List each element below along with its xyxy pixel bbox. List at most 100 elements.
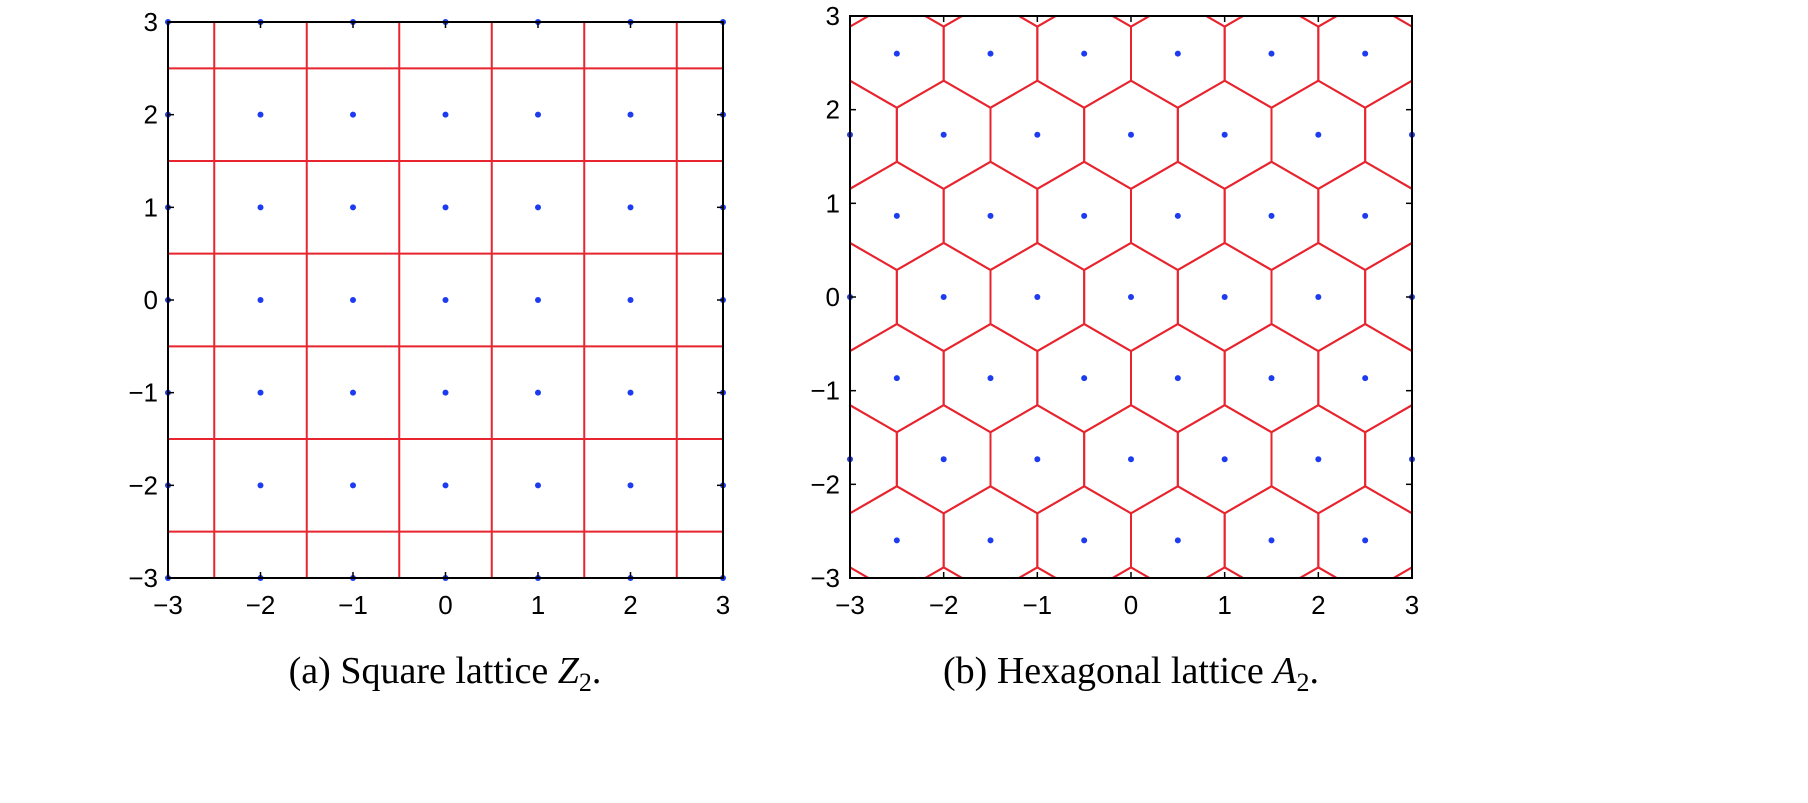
hexagonal-lattice-point bbox=[940, 456, 947, 463]
hexagonal-caption: (b) Hexagonal lattice A2. bbox=[943, 650, 1319, 697]
hexagonal-cell bbox=[1317, 16, 1412, 109]
square-voronoi-cells bbox=[168, 22, 723, 578]
hexagonal-cell bbox=[1364, 79, 1412, 190]
square-lattice-point bbox=[627, 204, 634, 211]
square-lattice-point bbox=[535, 297, 541, 303]
hexagonal-lattice-point bbox=[1081, 537, 1088, 544]
hexagonal-lattice-point bbox=[940, 131, 947, 138]
hexagonal-lattice-point bbox=[987, 537, 994, 544]
hexagonal-lattice-points bbox=[847, 50, 1415, 544]
hexagonal-ytick-label: −1 bbox=[810, 376, 840, 406]
square-lattice-point bbox=[350, 482, 356, 489]
hexagonal-cell bbox=[1391, 566, 1412, 578]
hexagonal-lattice-point bbox=[1268, 50, 1275, 57]
square-xtick-label: 1 bbox=[531, 590, 545, 620]
square-ytick-label: −1 bbox=[128, 378, 158, 408]
hexagonal-xtick-label: −1 bbox=[1023, 590, 1053, 620]
hexagonal-cell bbox=[1016, 16, 1058, 28]
square-xtick-label: 2 bbox=[623, 590, 637, 620]
hexagonal-ytick-label: 0 bbox=[826, 282, 840, 312]
hexagonal-cell bbox=[1411, 187, 1412, 245]
hexagonal-lattice-point bbox=[1034, 456, 1041, 463]
hexagonal-lattice-point bbox=[1174, 212, 1181, 219]
square-lattice-point bbox=[442, 204, 449, 211]
hexagonal-lattice-point bbox=[1034, 294, 1041, 300]
hexagonal-xtick-label: −3 bbox=[835, 590, 865, 620]
hexagonal-lattice-point bbox=[1315, 294, 1322, 300]
square-lattice-panel: −3 −2 −1 0 1 2 3 −3 −2 −1 0 1 2 3 (a) Square lattice … bbox=[128, 7, 730, 697]
hexagonal-cell bbox=[1411, 512, 1412, 569]
square-lattice-point bbox=[350, 297, 356, 303]
hexagonal-lattice-point bbox=[940, 294, 947, 300]
hexagonal-lattice-point bbox=[893, 375, 900, 382]
hexagonal-lattice-point bbox=[1174, 50, 1181, 57]
hexagonal-lattice-point bbox=[893, 50, 900, 57]
hexagonal-cell bbox=[1297, 16, 1339, 28]
hexagonal-lattice-point bbox=[1268, 537, 1275, 544]
hexagonal-lattice-point bbox=[1315, 131, 1322, 138]
square-lattice-point bbox=[350, 111, 356, 118]
square-lattice-point bbox=[442, 389, 449, 396]
hexagonal-cell bbox=[1459, 81, 1553, 189]
hexagonal-lattice-panel: −3 −2 −1 0 1 2 3 −3 −2 −1 0 1 2 3 (b) Hexagonal latti… bbox=[710, 1, 1553, 697]
square-lattice-point bbox=[442, 111, 449, 118]
square-lattice-point bbox=[257, 204, 264, 211]
hexagonal-ytick-label: 3 bbox=[826, 1, 840, 31]
hexagonal-cell bbox=[710, 567, 804, 675]
square-lattice-points bbox=[165, 19, 726, 581]
hexagonal-lattice-point bbox=[1221, 456, 1228, 463]
square-ytick-label: 0 bbox=[144, 285, 158, 315]
hexagonal-lattice-point bbox=[1221, 131, 1228, 138]
square-lattice-point bbox=[350, 389, 356, 396]
hexagonal-lattice-point bbox=[1315, 456, 1322, 463]
square-lattice-point bbox=[535, 482, 541, 489]
hexagonal-xtick-label: 0 bbox=[1124, 590, 1138, 620]
hexagonal-lattice-point bbox=[1081, 375, 1088, 382]
hexagonal-ytick-label: −3 bbox=[810, 563, 840, 593]
hexagonal-xtick-label: 3 bbox=[1405, 590, 1419, 620]
hexagonal-lattice-point bbox=[1128, 131, 1134, 138]
hexagonal-cell bbox=[1459, 405, 1553, 513]
hexagonal-lattice-point bbox=[1081, 212, 1088, 219]
hexagonal-lattice-point bbox=[1128, 294, 1134, 300]
square-lattice-point bbox=[535, 389, 541, 396]
square-lattice-point bbox=[442, 297, 449, 303]
square-lattice-point bbox=[257, 482, 264, 489]
hexagonal-cell bbox=[1110, 16, 1152, 28]
hexagonal-cell bbox=[1411, 25, 1412, 82]
hexagonal-lattice-point bbox=[1362, 50, 1369, 57]
hexagonal-cell bbox=[1411, 349, 1412, 407]
hexagonal-xtick-label: 2 bbox=[1311, 590, 1325, 620]
hexagonal-lattice-point bbox=[1081, 50, 1088, 57]
hexagonal-lattice-point bbox=[1268, 212, 1275, 219]
square-axis-ticks: −3 −2 −1 0 1 2 3 −3 −2 −1 0 1 2 3 bbox=[128, 7, 730, 620]
square-lattice-point bbox=[257, 389, 264, 396]
square-ytick-label: −3 bbox=[128, 563, 158, 593]
hexagonal-lattice-point bbox=[1362, 212, 1369, 219]
square-caption: (a) Square lattice Z2. bbox=[289, 650, 602, 697]
square-xtick-label: −1 bbox=[338, 590, 368, 620]
hexagonal-lattice-point bbox=[1221, 294, 1228, 300]
square-lattice-point bbox=[627, 111, 634, 118]
hexagonal-cell bbox=[1364, 241, 1412, 353]
square-xtick-label: −3 bbox=[153, 590, 183, 620]
square-lattice-point bbox=[627, 297, 634, 303]
hexagonal-cell bbox=[1459, 567, 1553, 675]
hexagonal-lattice-point bbox=[987, 212, 994, 219]
hexagonal-cell bbox=[1364, 404, 1412, 515]
square-xtick-label: 0 bbox=[438, 590, 452, 620]
hexagonal-voronoi-cells bbox=[710, 16, 1553, 675]
hexagonal-ytick-label: −2 bbox=[810, 469, 840, 499]
hexagonal-lattice-point bbox=[893, 212, 900, 219]
hexagonal-cell bbox=[1459, 243, 1553, 351]
square-lattice-point bbox=[442, 482, 449, 489]
hexagonal-lattice-point bbox=[1128, 456, 1134, 463]
square-xtick-label: 3 bbox=[716, 590, 730, 620]
square-xtick-label: −2 bbox=[246, 590, 276, 620]
square-lattice-point bbox=[257, 111, 264, 118]
square-ytick-label: 1 bbox=[144, 192, 158, 222]
hexagonal-xtick-label: 1 bbox=[1217, 590, 1231, 620]
square-lattice-point bbox=[350, 204, 356, 211]
hexagonal-lattice-point bbox=[1174, 537, 1181, 544]
